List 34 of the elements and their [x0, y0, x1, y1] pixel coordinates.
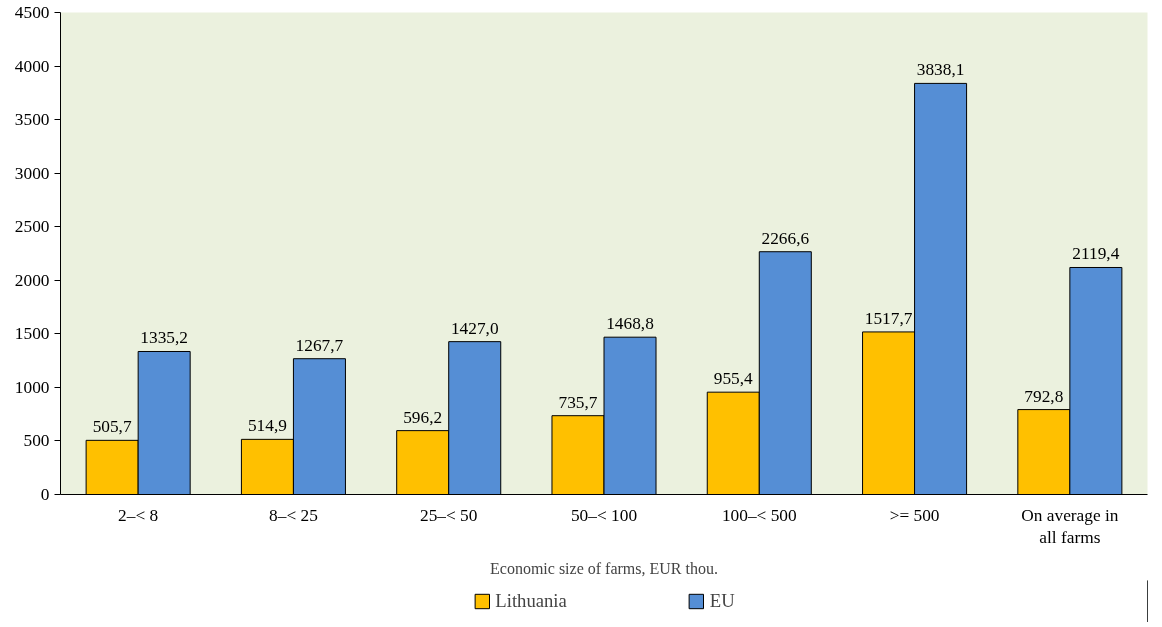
legend-label: Lithuania	[495, 590, 567, 612]
y-tick-label: 2500	[14, 217, 50, 237]
x-axis-title: Economic size of farms, EUR thou.	[490, 560, 718, 578]
x-tick-label: 2–< 8	[118, 505, 159, 525]
y-tick-label: 500	[23, 431, 50, 451]
data-label: 792,8	[1024, 386, 1064, 406]
data-label: 1335,2	[140, 328, 188, 348]
data-label: 735,7	[558, 392, 598, 412]
x-tick-label: 50–< 100	[570, 505, 638, 525]
x-tick-label: 25–< 50	[420, 505, 478, 525]
data-label: 505,7	[92, 417, 132, 437]
legend-label: EU	[709, 590, 735, 612]
y-tick-label: 4500	[14, 3, 50, 22]
data-label: 2266,6	[761, 228, 810, 248]
data-label: 514,9	[247, 416, 287, 436]
data-label: 2119,4	[1072, 244, 1120, 264]
y-tick-label: 3000	[14, 163, 50, 183]
data-label: 1267,7	[295, 335, 344, 355]
data-label: 1427,0	[450, 318, 499, 338]
y-tick-label: 0	[40, 485, 50, 504]
data-label: 1517,7	[864, 308, 913, 328]
y-tick-label: 4000	[14, 56, 50, 76]
x-tick-label: 8–< 25	[269, 505, 318, 525]
y-tick-label: 1000	[14, 377, 50, 397]
data-label: 3838,1	[916, 60, 965, 80]
x-tick-label: 100–< 500	[721, 505, 797, 525]
x-tick-label: >= 500	[889, 505, 940, 525]
data-label: 596,2	[403, 407, 443, 427]
y-tick-label: 1500	[14, 324, 50, 344]
y-tick-label: 3500	[14, 110, 50, 130]
data-label: 1468,8	[606, 314, 654, 334]
y-tick-label: 2000	[14, 270, 50, 290]
data-label: 955,4	[713, 369, 754, 389]
x-tick-label: On average in all farms	[1021, 505, 1119, 548]
